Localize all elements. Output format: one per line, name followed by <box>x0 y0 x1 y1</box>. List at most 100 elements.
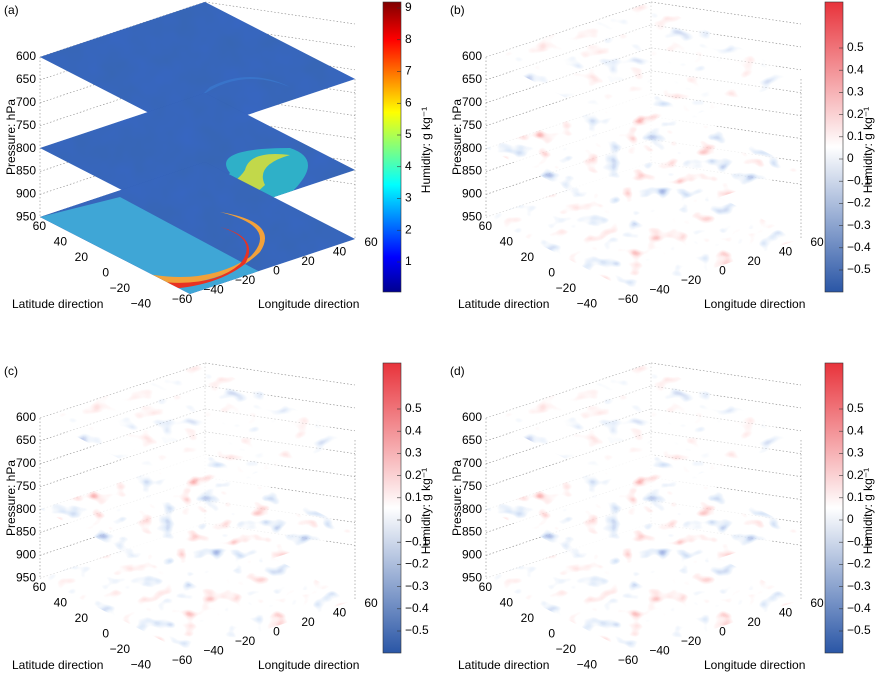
colorbar-tick-label: 0.3 <box>847 85 864 99</box>
latitude-tick-label: −20 <box>110 642 131 656</box>
latitude-tick-label: 0 <box>548 627 555 641</box>
colorbar-tick-label: −0.5 <box>405 623 429 637</box>
colorbar <box>824 362 844 654</box>
longitude-tick-label: 40 <box>779 245 793 259</box>
pressure-tick-label: 600 <box>16 410 36 424</box>
latitude-tick-label: 60 <box>479 219 493 233</box>
panel-label: (d) <box>450 364 465 378</box>
panel: (d)Pressure: hPa600650700750800850900950… <box>450 362 875 672</box>
pressure-tick-label: 900 <box>16 548 36 562</box>
colorbar-tick-label: −0.4 <box>847 601 871 615</box>
pressure-tick-label: 850 <box>16 164 36 178</box>
longitude-tick-label: 60 <box>810 235 824 249</box>
pressure-tick-label: 900 <box>462 187 482 201</box>
colorbar-label: Humidity: g kg⁻¹ <box>861 107 875 193</box>
colorbar-tick-label: −0.4 <box>405 601 429 615</box>
pressure-tick-label: 750 <box>462 118 482 132</box>
axis-label: Pressure: hPa <box>4 99 18 175</box>
axis-label: Pressure: hPa <box>450 460 464 536</box>
colorbar-tick-label: 0.1 <box>847 490 864 504</box>
colorbar-tick-label: −0.2 <box>847 196 871 210</box>
pressure-tick-label: 800 <box>16 502 36 516</box>
colorbar-tick-label: −0.4 <box>847 240 871 254</box>
colorbar-tick-label: 9 <box>405 0 412 14</box>
axis-label: Latitude direction <box>458 658 549 672</box>
pressure-tick-label: 900 <box>462 548 482 562</box>
colorbar-tick-label: −0.3 <box>847 218 871 232</box>
pressure-tick-label: 800 <box>462 502 482 516</box>
longitude-tick-label: −60 <box>172 653 193 667</box>
longitude-tick-label: −20 <box>235 273 256 287</box>
latitude-tick-label: 60 <box>479 580 493 594</box>
latitude-tick-label: 60 <box>33 580 47 594</box>
longitude-tick-label: 20 <box>301 615 315 629</box>
latitude-tick-label: −20 <box>556 281 577 295</box>
colorbar-tick-label: 1 <box>405 254 412 268</box>
longitude-tick-label: 0 <box>719 625 726 639</box>
pressure-tick-label: 600 <box>462 410 482 424</box>
colorbar-tick-label: −0.3 <box>405 579 429 593</box>
pressure-tick-label: 600 <box>462 49 482 63</box>
longitude-tick-label: −60 <box>618 653 639 667</box>
latitude-tick-label: −40 <box>577 658 598 672</box>
pressure-tick-label: 850 <box>462 525 482 539</box>
longitude-tick-label: −60 <box>172 292 193 306</box>
latitude-tick-label: 0 <box>102 627 109 641</box>
latitude-tick-label: 20 <box>75 250 89 264</box>
latitude-tick-label: 60 <box>33 219 47 233</box>
latitude-tick-label: −40 <box>131 658 152 672</box>
axis-label: Pressure: hPa <box>4 460 18 536</box>
longitude-tick-label: −40 <box>203 283 224 297</box>
latitude-tick-label: 20 <box>75 611 89 625</box>
longitude-tick-label: −40 <box>649 644 670 658</box>
pressure-tick-label: 900 <box>16 187 36 201</box>
colorbar-tick-label: 0.2 <box>847 468 864 482</box>
swirl <box>200 77 290 97</box>
pressure-tick-label: 650 <box>16 433 36 447</box>
pressure-tick-label: 850 <box>16 525 36 539</box>
pressure-tick-label: 850 <box>462 164 482 178</box>
longitude-tick-label: 40 <box>333 245 347 259</box>
colorbar-tick-label: −0.1 <box>405 534 429 548</box>
colorbar-tick-label: 0.2 <box>405 468 422 482</box>
axis-label: Longitude direction <box>258 658 359 672</box>
latitude-tick-label: 40 <box>54 596 68 610</box>
colorbar-label: Humidity: g kg⁻¹ <box>419 468 433 554</box>
pressure-tick-label: 750 <box>462 479 482 493</box>
longitude-tick-label: 60 <box>364 596 378 610</box>
latitude-tick-label: −40 <box>577 297 598 311</box>
longitude-tick-label: 20 <box>747 254 761 268</box>
axis-label: Latitude direction <box>458 297 549 311</box>
colorbar-tick-label: 0.5 <box>405 401 422 415</box>
longitude-tick-label: −20 <box>235 634 256 648</box>
colorbar-tick-label: 0.4 <box>405 423 422 437</box>
colorbar-tick-label: −0.1 <box>847 534 871 548</box>
longitude-tick-label: −20 <box>681 634 702 648</box>
colorbar-tick-label: −0.5 <box>847 262 871 276</box>
axis-label: Latitude direction <box>12 658 103 672</box>
latitude-tick-label: 0 <box>102 266 109 280</box>
axis-label: Longitude direction <box>704 297 805 311</box>
colorbar-tick-label: 2 <box>405 222 412 236</box>
panel: (a)Pressure: hPa600650700750800850900950… <box>4 0 433 311</box>
pressure-tick-label: 800 <box>462 141 482 155</box>
pressure-tick-label: 800 <box>16 141 36 155</box>
pressure-tick-label: 650 <box>462 72 482 86</box>
colorbar-label: Humidity: g kg⁻¹ <box>419 107 433 193</box>
axis-label: Latitude direction <box>12 297 103 311</box>
pressure-tick-label: 950 <box>16 570 36 584</box>
colorbar-tick-label: 0 <box>847 151 854 165</box>
colorbar-tick-label: 0.1 <box>405 490 422 504</box>
latitude-tick-label: −20 <box>110 281 131 295</box>
colorbar-tick-label: 0.3 <box>847 446 864 460</box>
grid-line <box>204 1 356 25</box>
latitude-tick-label: 40 <box>500 235 514 249</box>
pressure-tick-label: 750 <box>16 118 36 132</box>
colorbar-label: Humidity: g kg⁻¹ <box>861 468 875 554</box>
colorbar-tick-label: −0.3 <box>847 579 871 593</box>
longitude-tick-label: 0 <box>273 625 280 639</box>
colorbar-tick-label: −0.2 <box>405 557 429 571</box>
panel: (b)Pressure: hPa600650700750800850900950… <box>450 1 875 311</box>
colorbar-tick-label: 0.4 <box>847 423 864 437</box>
pressure-tick-label: 950 <box>16 209 36 223</box>
